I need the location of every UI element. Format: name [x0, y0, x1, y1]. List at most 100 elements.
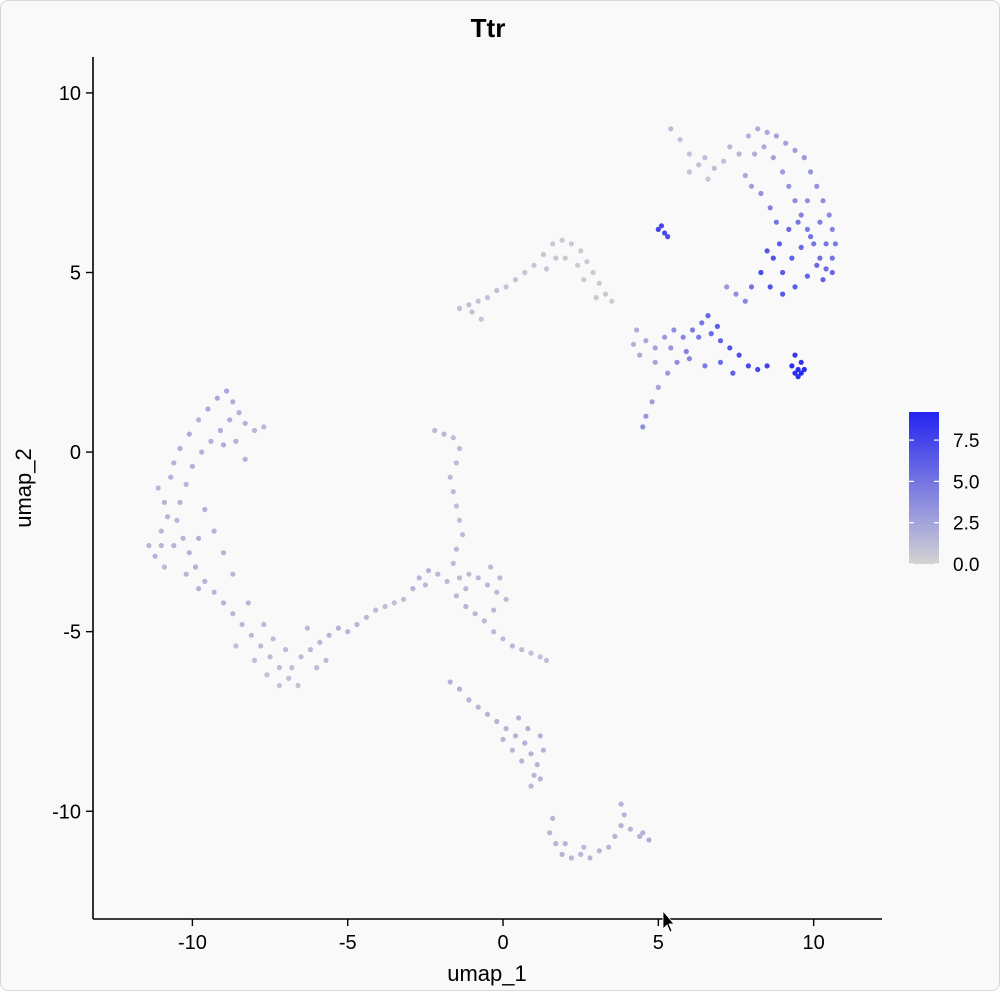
- cell-point: [820, 277, 826, 283]
- cell-point: [621, 812, 627, 818]
- cell-point: [795, 219, 801, 225]
- cell-point: [202, 578, 208, 585]
- cell-point: [798, 212, 804, 218]
- cell-point: [230, 571, 236, 577]
- cell-point: [686, 151, 693, 157]
- cell-point: [531, 772, 537, 778]
- cell-point: [503, 726, 509, 732]
- cell-point: [270, 636, 276, 642]
- cell-point: [484, 295, 491, 301]
- cell-point: [550, 815, 556, 822]
- cell-point: [602, 291, 609, 297]
- cell-point: [780, 291, 786, 297]
- cell-point: [180, 535, 186, 541]
- cell-point: [220, 550, 227, 556]
- cell-point: [618, 801, 624, 807]
- cell-point: [581, 844, 587, 850]
- colorbar-tick-label: 5.0: [953, 472, 979, 493]
- cell-point: [767, 284, 773, 290]
- cell-point: [745, 133, 752, 139]
- cell-point: [671, 327, 677, 333]
- x-axis-label: umap_1: [447, 961, 527, 986]
- cell-point: [640, 424, 646, 430]
- cell-point: [472, 611, 478, 617]
- cell-point: [267, 654, 273, 660]
- cell-point: [519, 758, 525, 764]
- cell-point: [727, 345, 733, 351]
- cell-point: [817, 219, 823, 225]
- cell-point: [233, 643, 239, 649]
- cell-point: [494, 589, 500, 595]
- cell-point: [416, 575, 422, 581]
- cell-point: [537, 733, 543, 739]
- cell-point: [522, 269, 528, 276]
- cell-point: [804, 273, 811, 279]
- cell-point: [795, 374, 801, 380]
- cell-point: [798, 359, 804, 365]
- x-axis-ticks: -10 -5 0 5 10: [178, 919, 825, 954]
- cell-point: [745, 363, 752, 369]
- colorbar-tick-label: 7.5: [953, 431, 979, 452]
- cell-point: [161, 564, 167, 570]
- cell-point: [475, 298, 481, 304]
- cell-point: [708, 331, 714, 337]
- cell-point: [199, 449, 205, 455]
- cell-point: [276, 682, 282, 689]
- cell-point: [233, 438, 239, 444]
- cell-point: [500, 636, 506, 642]
- cell-point: [478, 316, 484, 322]
- cell-point: [742, 298, 748, 304]
- cell-point: [792, 198, 798, 204]
- cell-point: [789, 363, 795, 369]
- cell-point: [283, 647, 289, 653]
- cell-point: [770, 255, 776, 261]
- cell-point: [258, 643, 264, 649]
- cell-point: [323, 657, 329, 664]
- cell-point: [531, 262, 537, 268]
- cell-point: [494, 718, 500, 725]
- cell-point: [668, 345, 674, 351]
- cell-point: [488, 564, 494, 570]
- y-tick-label: 10: [59, 83, 81, 105]
- scatter-points: [146, 126, 839, 861]
- cell-point: [456, 575, 463, 581]
- cell-point: [453, 593, 459, 599]
- cell-point: [534, 762, 540, 768]
- cell-point: [804, 226, 811, 232]
- cell-point: [829, 226, 835, 232]
- cell-point: [422, 582, 428, 588]
- cell-point: [764, 248, 770, 254]
- cell-point: [655, 226, 661, 232]
- cell-point: [683, 348, 689, 355]
- cell-point: [730, 370, 736, 376]
- cell-point: [553, 841, 559, 847]
- cell-point: [503, 284, 509, 290]
- cell-point: [450, 560, 456, 567]
- cell-point: [773, 133, 780, 139]
- cell-point: [522, 740, 528, 746]
- cell-point: [189, 463, 195, 469]
- cell-point: [798, 370, 804, 376]
- cell-point: [559, 851, 565, 858]
- y-tick-label: 0: [70, 442, 81, 464]
- cell-point: [808, 234, 814, 240]
- cell-point: [239, 621, 245, 628]
- cell-point: [721, 158, 727, 164]
- cell-point: [251, 657, 258, 664]
- cell-point: [699, 320, 705, 326]
- cell-point: [220, 442, 227, 448]
- cell-point: [584, 259, 590, 265]
- cell-point: [214, 395, 220, 401]
- cell-point: [158, 528, 164, 534]
- cell-point: [276, 665, 282, 671]
- cell-point: [568, 241, 575, 247]
- cell-point: [823, 266, 829, 272]
- cell-point: [677, 137, 683, 143]
- cell-point: [528, 783, 534, 789]
- cell-point: [382, 603, 388, 610]
- cell-point: [630, 341, 637, 347]
- cell-point: [792, 147, 798, 153]
- cell-point: [314, 665, 320, 671]
- cell-point: [662, 334, 668, 340]
